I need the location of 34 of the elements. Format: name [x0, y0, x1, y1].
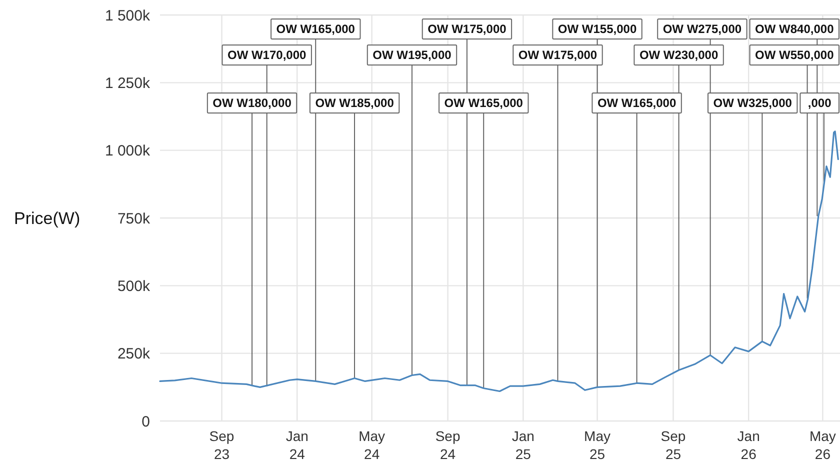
x-tick-label: May 24	[358, 428, 386, 462]
x-tick-label: Jan 26	[737, 428, 760, 462]
x-tick-label: Sep 23	[209, 428, 234, 462]
y-axis-title: Price(W)	[14, 208, 80, 228]
y-tick-label: 0	[142, 413, 150, 430]
annotation: OW W550,000	[755, 48, 834, 62]
annotation: OW W840,000	[755, 22, 834, 36]
annotation: OW W165,000	[276, 22, 356, 36]
annotation: OW W195,000	[372, 48, 452, 62]
annotation: OW W155,000	[558, 22, 637, 36]
x-tick-label: Jan 24	[286, 428, 308, 462]
annotation: OW W175,000	[428, 22, 507, 36]
annotation: OW W185,000	[315, 96, 394, 110]
annotation: OW W170,000	[227, 48, 307, 62]
annotation: OW W275,000	[662, 22, 742, 36]
annotation: OW W165,000	[444, 96, 524, 110]
y-tick-label: 750k	[117, 210, 150, 228]
annotation: ,000	[808, 96, 832, 110]
line-series	[159, 130, 839, 392]
annotation: OW W230,000	[639, 48, 718, 62]
y-tick-label: 1 000k	[104, 142, 150, 160]
annotation: OW W165,000	[597, 96, 676, 110]
annotation: OW W175,000	[518, 48, 598, 62]
annotation: OW W180,000	[212, 96, 292, 110]
x-tick-label: Jan 25	[512, 428, 534, 462]
x-tick-label: Sep 24	[435, 428, 460, 462]
y-tick-label: 250k	[117, 346, 150, 363]
annotation: OW W325,000	[713, 96, 792, 110]
x-tick-label: May 26	[809, 428, 836, 462]
y-tick-label: 500k	[117, 278, 150, 295]
y-tick-label: 1 500k	[104, 7, 150, 24]
y-tick-label: 1 250k	[104, 74, 150, 92]
x-tick-label: Sep 25	[660, 428, 686, 462]
x-tick-label: May 25	[584, 428, 610, 462]
